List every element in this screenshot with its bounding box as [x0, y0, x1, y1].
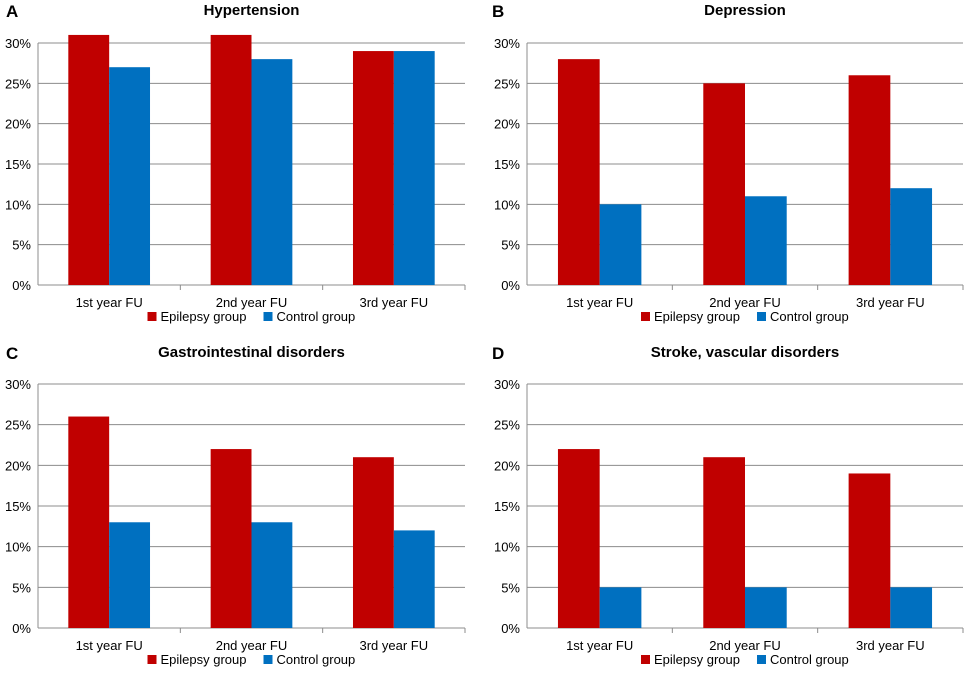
chart-title: Hypertension	[204, 2, 300, 19]
chart-title: Depression	[704, 2, 786, 19]
panel-label: B	[492, 2, 504, 21]
y-tick-label: 0%	[501, 278, 520, 293]
panel-label: D	[492, 344, 504, 363]
bar-control	[393, 51, 435, 285]
legend-swatch-epilepsy	[147, 312, 157, 321]
legend-label-control: Control group	[277, 652, 356, 667]
legend-label-epilepsy: Epilepsy group	[161, 309, 247, 324]
legend-swatch-control	[263, 655, 273, 664]
x-tick-label: 2nd year FU	[709, 638, 781, 653]
bar-epilepsy	[210, 449, 252, 628]
chart-panel-b: B Depression 0% 5% 10% 15% 20% 25% 30% 1st year F…	[492, 2, 964, 324]
bar-epilepsy	[557, 59, 600, 286]
y-tick-label: 30%	[494, 36, 520, 51]
bar-control	[745, 196, 787, 285]
y-tick-label: 0%	[12, 621, 31, 636]
y-tick-label: 30%	[5, 36, 31, 51]
panel-label: A	[6, 2, 18, 21]
bar-control	[251, 59, 293, 286]
y-tick-label: 15%	[494, 499, 520, 514]
bar-control	[599, 587, 642, 628]
chart-title: Stroke, vascular disorders	[651, 344, 839, 361]
legend-swatch-epilepsy	[641, 312, 650, 321]
legend-label-epilepsy: Epilepsy group	[161, 652, 247, 667]
bar-epilepsy	[210, 34, 252, 285]
x-tick-label: 1st year FU	[76, 295, 143, 310]
x-tick-label: 3rd year FU	[856, 638, 925, 653]
x-tick-label: 2nd year FU	[216, 295, 288, 310]
y-tick-label: 10%	[494, 540, 520, 555]
y-tick-label: 30%	[494, 377, 520, 392]
x-tick-label: 3rd year FU	[360, 295, 429, 310]
x-tick-label: 1st year FU	[566, 295, 633, 310]
chart-panel-a: A Hypertension 0% 5% 10% 15% 20% 25% 30% 1st year…	[5, 2, 466, 324]
panel-label: C	[6, 344, 18, 363]
y-tick-label: 25%	[494, 76, 520, 91]
y-tick-label: 15%	[5, 157, 31, 172]
legend-label-epilepsy: Epilepsy group	[654, 652, 740, 667]
bar-epilepsy	[848, 473, 891, 628]
y-tick-label: 20%	[494, 458, 520, 473]
bar-control	[745, 587, 787, 628]
x-tick-label: 2nd year FU	[709, 295, 781, 310]
y-tick-label: 5%	[12, 580, 31, 595]
chart-panel-c: C Gastrointestinal disorders 0% 5% 10% 15% 20%…	[5, 344, 466, 667]
legend-label-control: Control group	[770, 652, 849, 667]
bar-epilepsy	[352, 51, 394, 285]
bar-control	[109, 67, 151, 285]
y-tick-label: 5%	[501, 238, 520, 253]
x-tick-label: 3rd year FU	[360, 638, 429, 653]
bar-control	[109, 522, 151, 628]
y-tick-label: 0%	[501, 621, 520, 636]
chart-panel-d: D Stroke, vascular disorders 0% 5% 10% 15% 20%…	[492, 344, 964, 667]
bar-control	[890, 587, 933, 628]
y-tick-label: 25%	[5, 76, 31, 91]
y-tick-label: 10%	[5, 197, 31, 212]
bar-epilepsy	[352, 457, 394, 628]
y-tick-label: 5%	[12, 238, 31, 253]
x-tick-label: 3rd year FU	[856, 295, 925, 310]
legend-label-epilepsy: Epilepsy group	[654, 309, 740, 324]
bar-epilepsy	[68, 416, 110, 628]
y-tick-label: 25%	[5, 418, 31, 433]
legend-swatch-control	[757, 312, 766, 321]
bar-control	[890, 188, 933, 285]
y-tick-label: 25%	[494, 418, 520, 433]
legend-swatch-epilepsy	[147, 655, 157, 664]
y-tick-label: 15%	[5, 499, 31, 514]
y-tick-label: 20%	[5, 458, 31, 473]
y-tick-label: 20%	[5, 117, 31, 132]
x-tick-label: 1st year FU	[76, 638, 143, 653]
y-tick-label: 0%	[12, 278, 31, 293]
chart-title: Gastrointestinal disorders	[158, 344, 345, 361]
legend-swatch-control	[757, 655, 766, 664]
legend-swatch-control	[263, 312, 273, 321]
bar-epilepsy	[703, 83, 745, 285]
legend-label-control: Control group	[770, 309, 849, 324]
y-tick-label: 20%	[494, 117, 520, 132]
x-tick-label: 2nd year FU	[216, 638, 288, 653]
bar-epilepsy	[68, 34, 110, 285]
bar-control	[251, 522, 293, 628]
y-tick-label: 30%	[5, 377, 31, 392]
legend-label-control: Control group	[277, 309, 356, 324]
y-tick-label: 15%	[494, 157, 520, 172]
bar-control	[393, 530, 435, 628]
x-tick-label: 1st year FU	[566, 638, 633, 653]
legend-swatch-epilepsy	[641, 655, 650, 664]
y-tick-label: 5%	[501, 580, 520, 595]
bar-control	[599, 204, 642, 285]
bar-epilepsy	[848, 75, 891, 286]
bar-epilepsy	[703, 457, 745, 628]
y-tick-label: 10%	[494, 197, 520, 212]
bar-epilepsy	[557, 449, 600, 628]
y-tick-label: 10%	[5, 540, 31, 555]
